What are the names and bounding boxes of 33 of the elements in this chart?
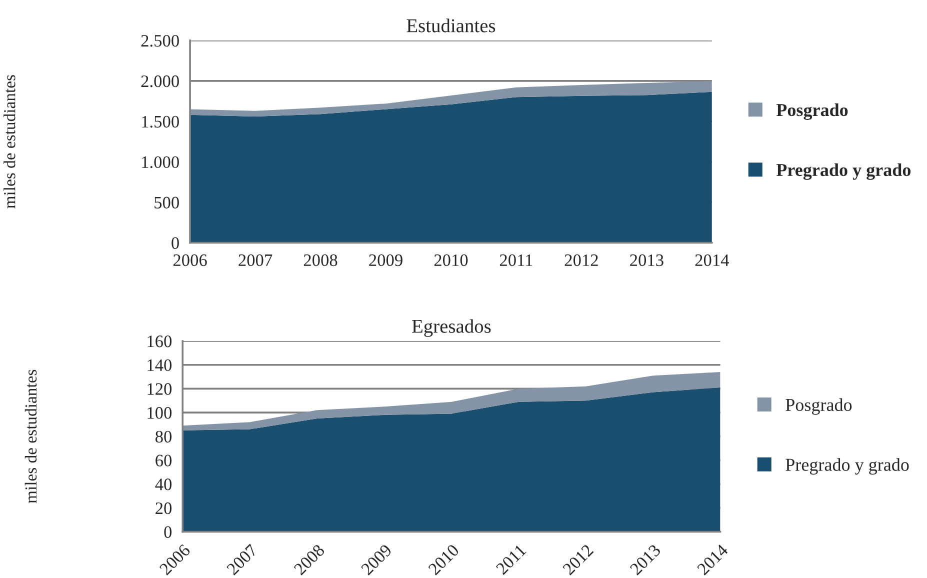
y-tick-label: 0 — [164, 526, 172, 538]
y-tick-label: 160 — [148, 336, 172, 348]
y-tick-label: 100 — [148, 407, 172, 419]
x-tick-label: 2008 — [304, 254, 338, 266]
y-tick-label: 140 — [148, 359, 172, 372]
x-tick-label: 2006 — [173, 254, 207, 266]
chart-title: Egresados — [412, 319, 491, 337]
y-tick-label: 500 — [154, 196, 179, 208]
y-axis-title: miles de estudiantes — [4, 75, 16, 208]
y-tick-label: 2.000 — [141, 75, 179, 88]
y-tick-label: 120 — [148, 383, 172, 395]
x-tick-label: 2007 — [238, 254, 272, 266]
legend-label: Posgrado — [786, 398, 852, 415]
x-tick-label: 2011 — [495, 544, 527, 576]
y-tick-label: 2.500 — [141, 34, 179, 47]
legend-label: Pregrado y grado — [786, 458, 909, 475]
y-tick-label: 0 — [172, 237, 179, 249]
x-tick-label: 2012 — [564, 254, 598, 266]
y-tick-label: 1.000 — [142, 156, 179, 168]
x-tick-label: 2013 — [630, 254, 664, 266]
y-axis-title: miles de estudiantes — [24, 370, 37, 504]
y-tick-label: 80 — [156, 430, 172, 443]
x-tick-label: 2011 — [500, 254, 532, 266]
y-tick-label: 60 — [156, 454, 172, 466]
x-tick-label: 2010 — [434, 254, 468, 266]
x-tick-label: 2014 — [695, 254, 730, 266]
legend-label: Pregrado y grado — [776, 163, 911, 180]
y-tick-label: 1.500 — [142, 116, 179, 128]
chart-title: Estudiantes — [406, 18, 496, 32]
legend-label: Posgrado — [776, 103, 848, 120]
x-tick-label: 2009 — [369, 254, 402, 266]
y-tick-label: 20 — [156, 502, 172, 514]
y-tick-label: 40 — [155, 478, 172, 490]
